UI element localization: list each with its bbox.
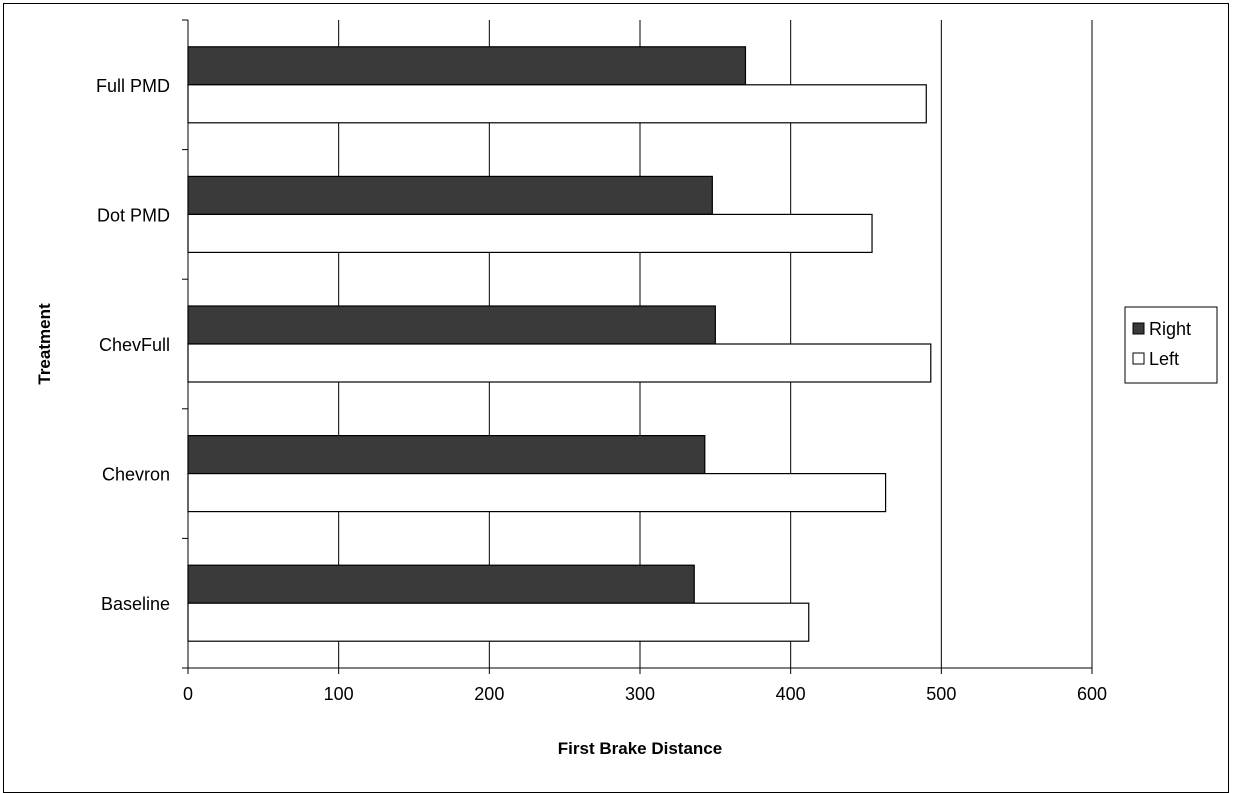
- x-tick-label-300: 300: [625, 684, 655, 704]
- bar-left-chevfull: [187, 343, 932, 383]
- y-axis-ticks: Baseline Chevron ChevFull Dot PMD Full PMD: [96, 19, 188, 669]
- x-tick-label-200: 200: [474, 684, 504, 704]
- x-tick-label-400: 400: [776, 684, 806, 704]
- y-axis-title: Treatment: [35, 303, 54, 385]
- bar-left-full-pmd: [187, 84, 927, 124]
- bars: [187, 46, 932, 642]
- y-tick-label-chevron: Chevron: [102, 465, 170, 485]
- y-tick-label-baseline: Baseline: [101, 594, 170, 614]
- legend-swatch-right: [1132, 322, 1145, 335]
- y-tick-label-full-pmd: Full PMD: [96, 76, 170, 96]
- legend: Right Left: [1124, 306, 1218, 384]
- bar-left-baseline: [187, 602, 810, 642]
- bar-right-baseline: [187, 564, 695, 604]
- legend-box: [1124, 306, 1218, 384]
- x-tick-label-500: 500: [926, 684, 956, 704]
- x-axis-ticks: 0 100 200 300 400 500 600: [183, 668, 1107, 704]
- x-tick-label-0: 0: [183, 684, 193, 704]
- x-tick-label-600: 600: [1077, 684, 1107, 704]
- y-tick-label-dot-pmd: Dot PMD: [97, 205, 170, 225]
- chart-frame: [3, 3, 1229, 793]
- bar-right-chevfull: [187, 305, 716, 345]
- bar-left-dot-pmd: [187, 213, 873, 253]
- legend-swatch-left: [1132, 352, 1145, 365]
- gridlines: [338, 20, 1093, 668]
- bar-right-chevron: [187, 435, 706, 475]
- bar-right-full-pmd: [187, 46, 747, 86]
- legend-label-right: Right: [1149, 319, 1191, 339]
- y-tick-label-chevfull: ChevFull: [99, 335, 170, 355]
- legend-label-left: Left: [1149, 349, 1179, 369]
- bar-left-chevron: [187, 473, 887, 513]
- bar-right-dot-pmd: [187, 175, 713, 215]
- x-tick-label-100: 100: [324, 684, 354, 704]
- x-axis-title: First Brake Distance: [558, 739, 722, 758]
